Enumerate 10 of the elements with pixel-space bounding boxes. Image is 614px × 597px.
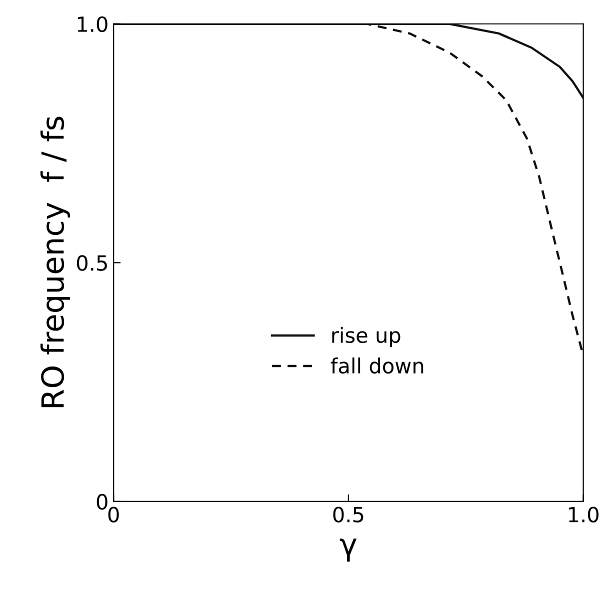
x-tick-label: 0 bbox=[108, 506, 119, 522]
x-tick-label: 0.5 bbox=[333, 506, 364, 522]
y-tick-label: 0.5 bbox=[76, 255, 107, 271]
y-tick-label: 0 bbox=[96, 494, 108, 510]
legend-label: fall down bbox=[330, 357, 424, 374]
legend-label: rise up bbox=[332, 326, 400, 348]
y-tick-label: 1.0 bbox=[78, 16, 108, 32]
x-axis-title: γ bbox=[340, 538, 357, 562]
x-tick-label: 1.0 bbox=[569, 506, 598, 522]
y-axis-title: RO frequency f / fs bbox=[40, 116, 70, 408]
